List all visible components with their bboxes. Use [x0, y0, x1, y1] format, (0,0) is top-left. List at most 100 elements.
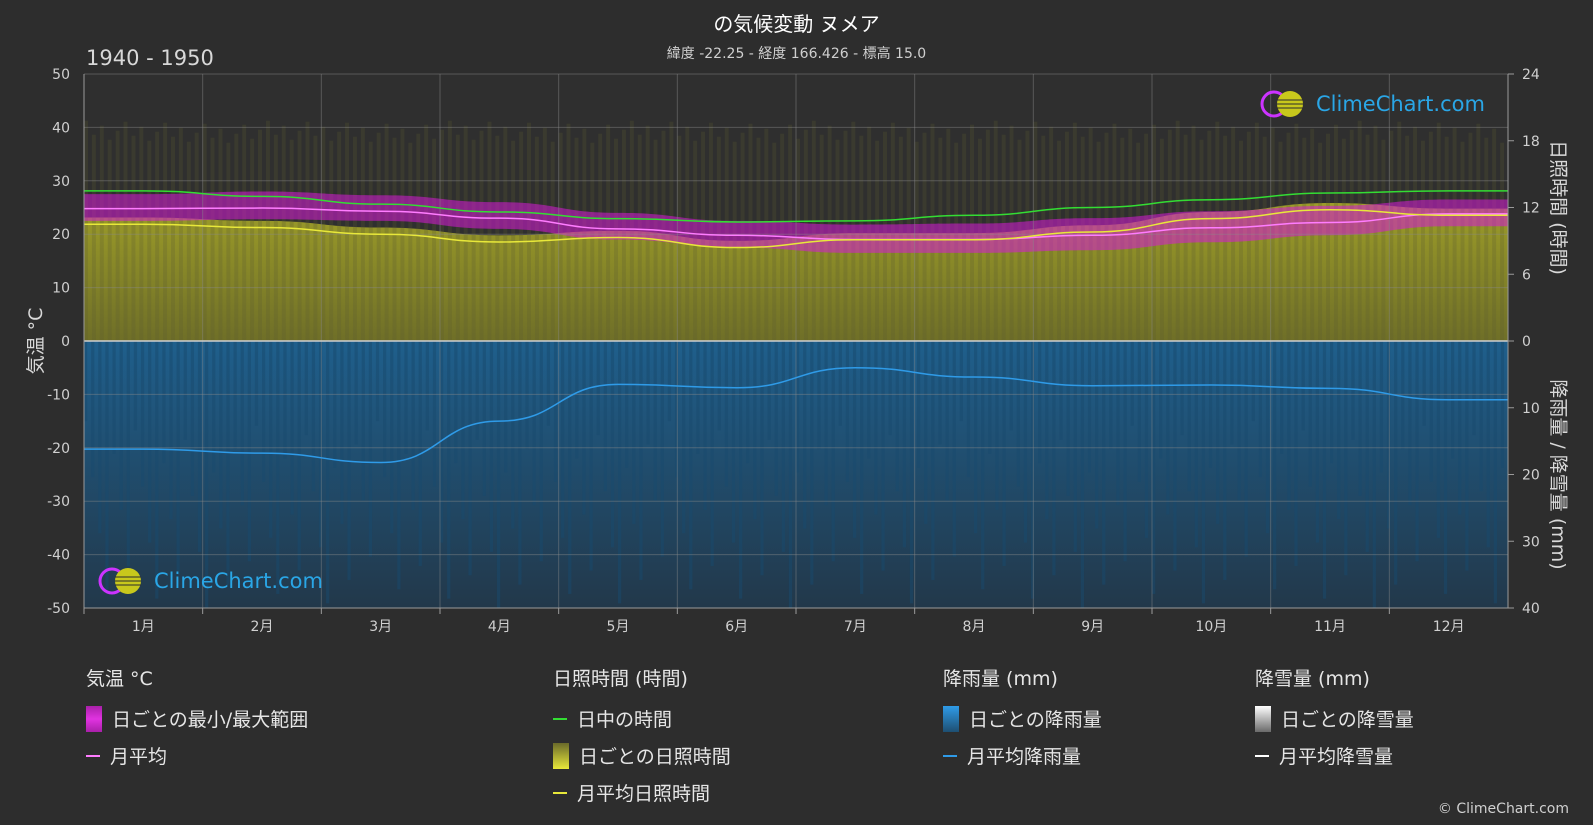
- rain-stripe: [1251, 341, 1255, 422]
- rain-stripe: [1038, 341, 1042, 464]
- sunshine-stripe: [534, 136, 539, 341]
- rain-stripe: [974, 341, 978, 534]
- rain-stripe: [262, 341, 266, 482]
- rain-stripe: [1173, 341, 1177, 571]
- temperature-range-band: [84, 191, 1508, 253]
- rain-stripe: [1351, 341, 1355, 440]
- rain-stripe: [440, 341, 444, 543]
- rain-stripe: [518, 341, 522, 585]
- sunshine-stripe: [527, 122, 531, 341]
- rain-stripe: [233, 341, 237, 450]
- rain-stripe: [739, 341, 743, 599]
- sunshine-stripe: [1484, 137, 1489, 341]
- sunshine-stripe: [376, 132, 381, 341]
- rain-stripe: [1273, 341, 1277, 590]
- right-bottom-tick-label: 20: [1522, 468, 1540, 484]
- rain-stripe: [383, 341, 387, 478]
- rain-stripe: [1030, 341, 1035, 599]
- rain-stripe: [1344, 341, 1348, 576]
- rain-stripe: [1116, 341, 1120, 506]
- legend-temp-heading: 気温 °C: [86, 668, 153, 690]
- rain-stripe: [205, 341, 209, 608]
- sunshine-stripe: [1302, 137, 1307, 341]
- right-top-tick-label: 18: [1522, 134, 1540, 150]
- rain-stripe: [1144, 341, 1149, 538]
- rain-stripe: [1294, 341, 1298, 566]
- rain-stripe: [1059, 341, 1063, 440]
- sunshine-stripe: [590, 142, 595, 341]
- rain-stripe: [269, 341, 273, 538]
- copyright: © ClimeChart.com: [1437, 801, 1569, 817]
- sunshine-stripe: [1492, 128, 1497, 341]
- rain-stripe: [1330, 341, 1334, 464]
- sunshine-stripe: [107, 139, 112, 341]
- rain-stripe: [489, 341, 494, 552]
- sunshine-stripe: [321, 126, 326, 341]
- sunshine-stripe: [1389, 130, 1394, 341]
- sunshine-stripe: [297, 130, 302, 341]
- rain-stripe: [1308, 341, 1312, 487]
- sunshine-stripe: [250, 138, 255, 341]
- rain-mean-line: [83, 366, 1508, 464]
- sunshine-stripe: [147, 140, 152, 341]
- rain-stripe: [333, 341, 337, 468]
- month-tick-label: 9月: [1081, 619, 1104, 635]
- sunshine-mean-swatch: [553, 791, 567, 794]
- rain-stripe: [696, 341, 700, 454]
- right-bottom-axis-title: 降雨量 / 降雪量 (mm): [1547, 379, 1569, 569]
- legend-temp-range: 日ごとの最小/最大範囲: [86, 705, 308, 732]
- month-tick-label: 10月: [1195, 619, 1227, 635]
- logo-text: ClimeChart.com: [1316, 92, 1485, 116]
- rain-stripe: [1109, 341, 1113, 450]
- right-bottom-tick-label: 40: [1522, 601, 1540, 617]
- rain-stripe: [682, 341, 686, 534]
- legend-temp: 気温 °C 日ごとの最小/最大範囲 月平均: [86, 664, 308, 769]
- rain-stripe: [311, 341, 316, 492]
- rain-stripe: [1166, 341, 1170, 515]
- sunshine-stripe: [440, 129, 444, 341]
- legend-sun-daylight: 日中の時間: [553, 705, 731, 732]
- logo-bottom: ClimeChart.com: [96, 565, 323, 597]
- rain-stripe: [703, 341, 707, 510]
- rain-stripe: [304, 341, 308, 436]
- sunshine-stripe: [1326, 133, 1330, 341]
- rain-stripe: [796, 341, 800, 473]
- month-tick-label: 3月: [369, 619, 392, 635]
- rain-stripe: [1394, 341, 1398, 585]
- rain-stripe: [404, 341, 408, 454]
- rain-stripe: [475, 341, 479, 440]
- sunshine-stripe: [1318, 142, 1323, 341]
- rain-stripe: [1358, 341, 1362, 496]
- legend-label: 月平均降雨量: [967, 746, 1082, 768]
- sunshine-stripe: [1436, 122, 1441, 341]
- rain-stripe: [1230, 341, 1234, 445]
- legend-label: 日ごとの降雪量: [1281, 709, 1414, 731]
- rain-stripe: [411, 341, 415, 510]
- rain-stripe: [1223, 341, 1227, 580]
- legend-label: 月平均: [110, 746, 168, 768]
- right-top-tick-label: 12: [1522, 201, 1540, 217]
- sunshine-stripe: [273, 134, 278, 341]
- sunshine-stripe: [368, 141, 373, 341]
- rain-stripe: [810, 341, 814, 585]
- rain-stripe: [126, 341, 130, 566]
- rain-stripe: [568, 341, 572, 594]
- rain-stripe: [454, 341, 458, 464]
- rain-stripe: [226, 341, 230, 585]
- sunshine-stripe: [542, 127, 547, 341]
- legend-label: 月平均日照時間: [577, 783, 711, 805]
- rain-stripe: [482, 341, 486, 496]
- rain-stripe: [105, 341, 109, 590]
- rain-stripe: [1422, 341, 1426, 426]
- rain-stripe: [667, 341, 672, 422]
- month-tick-label: 11月: [1314, 619, 1346, 635]
- rain-stripe: [525, 341, 529, 450]
- rain-stripe: [1500, 341, 1505, 468]
- rain-stripe: [1443, 341, 1448, 594]
- sunshine-stripe: [1397, 121, 1402, 341]
- rain-stripe: [575, 341, 579, 459]
- rain-stripe: [909, 341, 914, 604]
- sunshine-stripe: [178, 127, 183, 341]
- rain-stripe: [646, 341, 650, 445]
- rain-stripe: [618, 341, 622, 604]
